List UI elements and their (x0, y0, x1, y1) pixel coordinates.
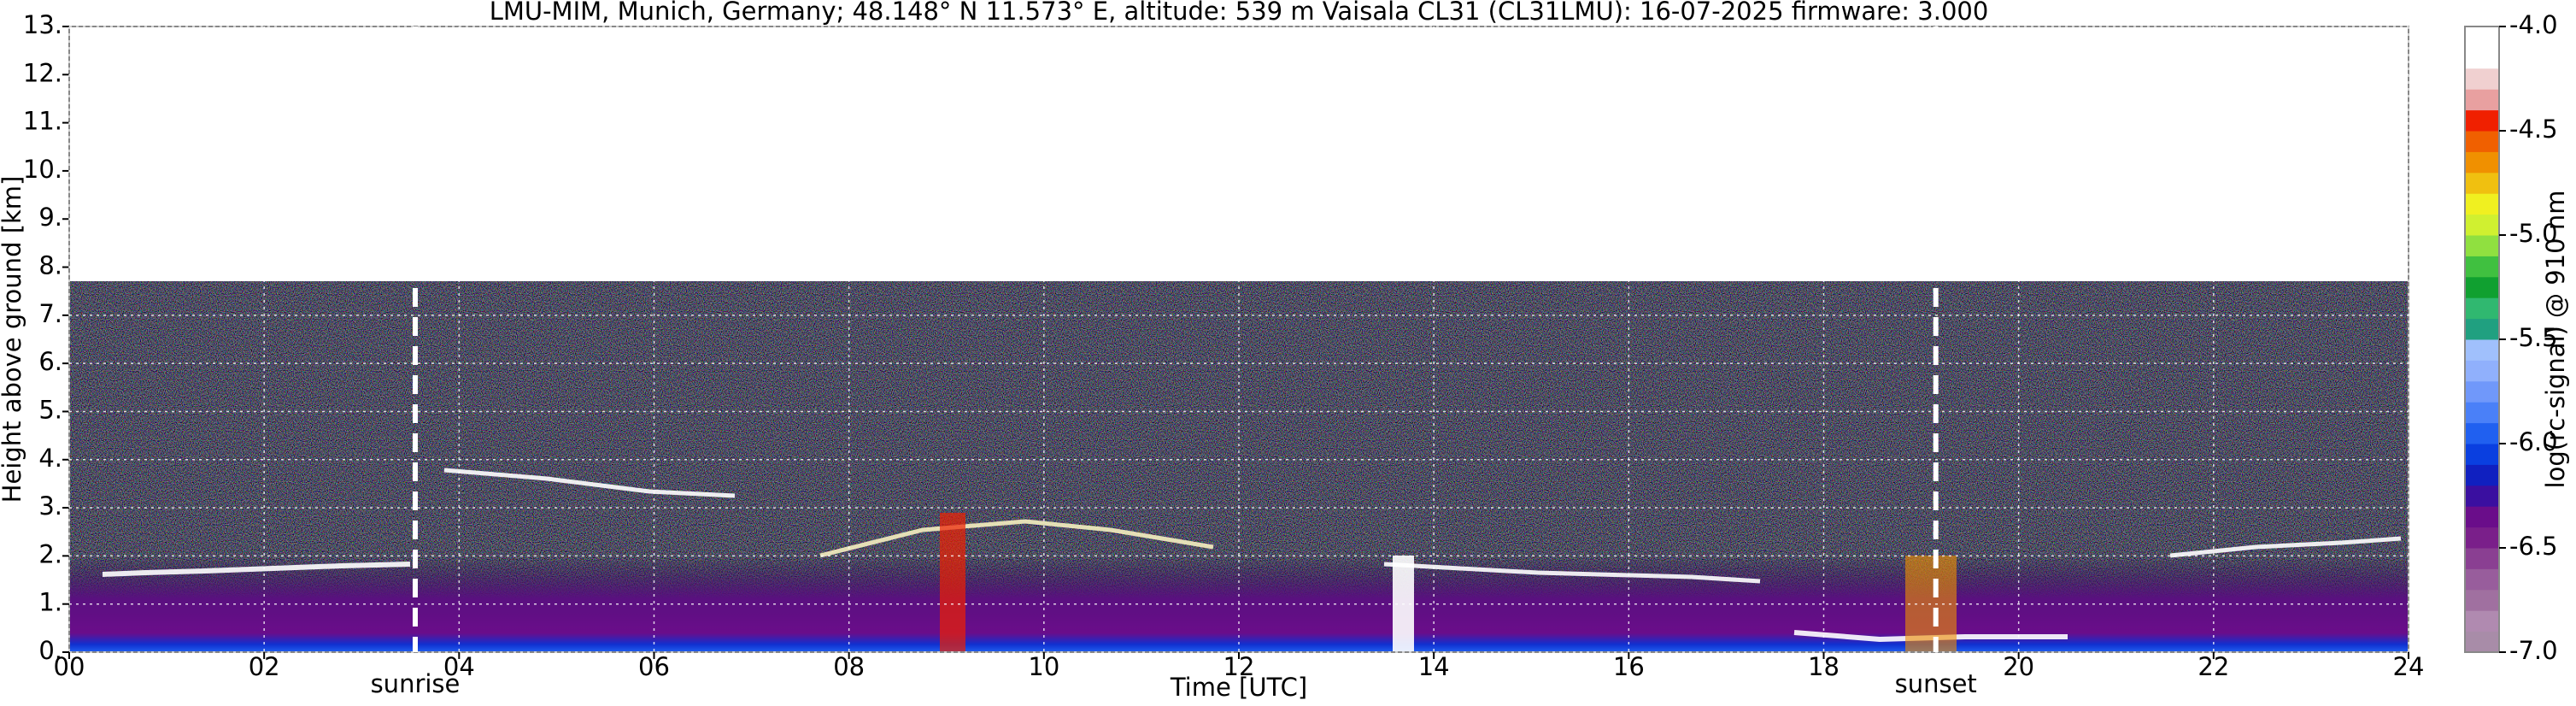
colorbar-swatch (2465, 506, 2499, 528)
colorbar-tick-label: -6.0 (2509, 427, 2558, 456)
colorbar-swatch (2465, 131, 2499, 152)
colorbar-swatch (2465, 109, 2499, 132)
y-tick-label: 12. (23, 58, 62, 87)
y-tick-label: 4. (38, 444, 62, 473)
colorbar-swatch (2465, 610, 2499, 632)
colorbar-swatch (2465, 444, 2499, 465)
colorbar-swatch (2465, 235, 2499, 256)
y-tick-label: 7. (38, 299, 62, 328)
colorbar-swatch (2465, 256, 2499, 278)
colorbar-tick-label: -5.5 (2509, 323, 2558, 352)
y-axis-label: Height above ground [km] (0, 176, 26, 503)
colorbar-swatch (2465, 589, 2499, 611)
colorbar-swatch (2465, 548, 2499, 569)
colorbar-swatch (2465, 172, 2499, 194)
y-tick-label: 3. (38, 491, 62, 521)
colorbar-swatch (2465, 464, 2499, 486)
y-tick-label: 1. (38, 588, 62, 617)
colorbar-tick-label: -4.0 (2509, 10, 2558, 39)
y-tick-label: 0. (38, 636, 62, 665)
colorbar-swatch (2465, 380, 2499, 403)
x-axis-label: Time [UTC] (1170, 673, 1307, 702)
chart-title: LMU-MIM, Munich, Germany; 48.148° N 11.5… (490, 0, 1989, 26)
colorbar-swatch (2465, 485, 2499, 507)
colorbar-swatch (2465, 422, 2499, 444)
colorbar-label: log(rc-signal) @ 910 nm (2541, 191, 2570, 489)
y-tick-label: 13. (23, 10, 62, 39)
y-tick-label: 5. (38, 395, 62, 424)
y-tick-label: 6. (38, 347, 62, 376)
y-tick-label: 8. (38, 251, 62, 280)
colorbar-swatch (2465, 297, 2499, 320)
colorbar-swatch (2465, 193, 2499, 215)
colorbar-swatch (2465, 402, 2499, 424)
colorbar-swatch (2465, 276, 2499, 298)
annotation-label: sunrise (371, 669, 461, 698)
y-tick-label: 9. (38, 203, 62, 232)
colorbar-swatch (2465, 568, 2499, 591)
y-tick-label: 2. (38, 539, 62, 568)
colorbar-swatch (2465, 318, 2499, 340)
colorbar-tick-label: -4.5 (2509, 115, 2558, 144)
colorbar-swatch (2465, 631, 2499, 653)
annotation-label: sunset (1895, 669, 1977, 698)
colorbar-swatch (2465, 47, 2499, 69)
colorbar-swatch (2465, 527, 2499, 549)
colorbar-swatch (2465, 339, 2499, 361)
colorbar-swatch (2465, 214, 2499, 236)
colorbar-tick-label: -6.5 (2509, 532, 2558, 561)
colorbar-swatch (2465, 26, 2499, 48)
colorbar-tick-label: -5.0 (2509, 219, 2558, 248)
colorbar-tick-label: -7.0 (2509, 636, 2558, 665)
y-tick-label: 10. (23, 155, 62, 184)
colorbar-swatch (2465, 68, 2499, 90)
colorbar-swatch (2465, 89, 2499, 111)
colorbar-swatch (2465, 151, 2499, 174)
y-tick-label: 11. (23, 107, 62, 136)
colorbar-swatch (2465, 360, 2499, 382)
